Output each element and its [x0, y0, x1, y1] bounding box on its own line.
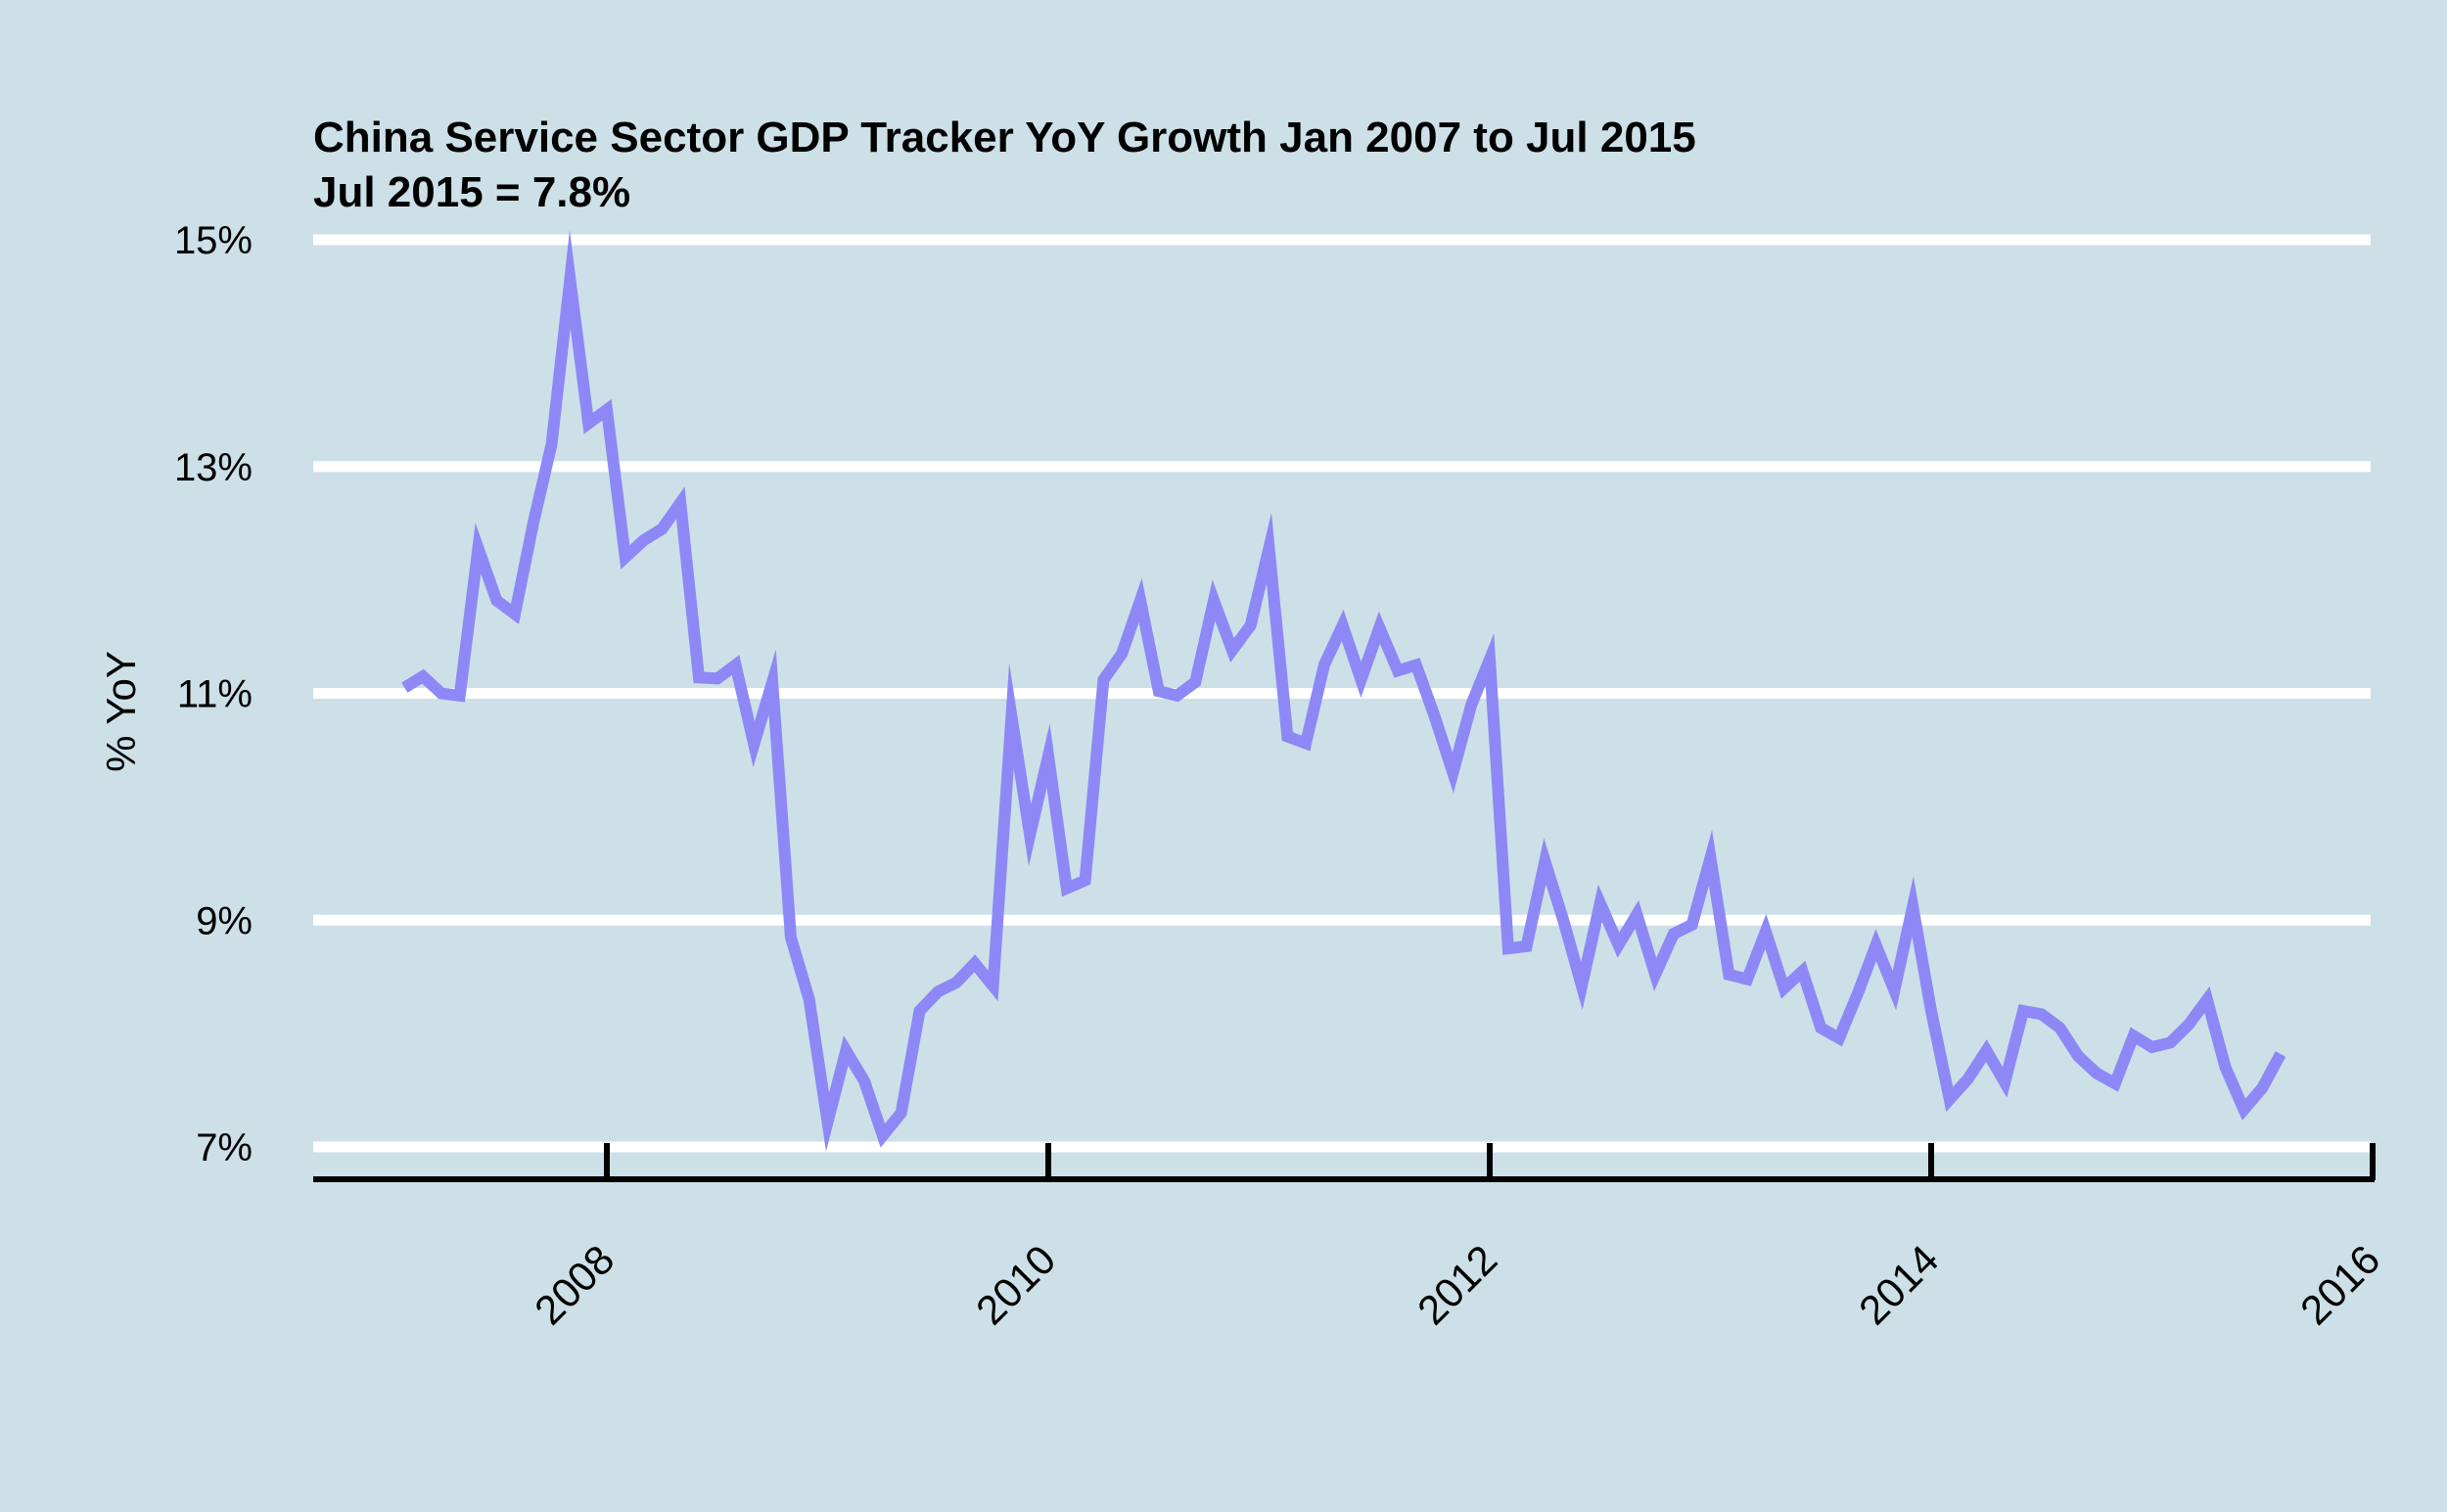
y-tick-label: 13% [174, 446, 253, 489]
series-layer [401, 230, 2286, 1152]
chart-subtitle: Jul 2015 = 7.8% [313, 168, 630, 216]
y-tick-label: 7% [196, 1126, 253, 1169]
series-line [401, 230, 2286, 1152]
y-tick-label: 11% [177, 673, 253, 716]
gridlines [313, 234, 2371, 1153]
y-tick-label: 15% [174, 219, 253, 262]
y-tick-label: 9% [196, 899, 253, 942]
y-axis-label: % YoY [98, 651, 144, 772]
y-axis-ticks: 7% 9% 11% 13% 15% [174, 219, 253, 1169]
chart-title: China Service Sector GDP Tracker YoY Gro… [313, 114, 1696, 161]
